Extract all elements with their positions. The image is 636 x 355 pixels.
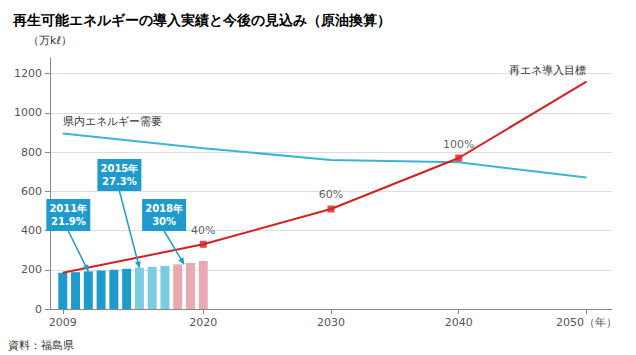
svg-text:2018年: 2018年 xyxy=(145,203,183,214)
svg-text:200: 200 xyxy=(21,263,42,276)
svg-text:40%: 40% xyxy=(191,224,215,237)
svg-text:21.9%: 21.9% xyxy=(51,216,86,227)
svg-text:再生可能エネルギーの導入実績と今後の見込み（原油換算）: 再生可能エネルギーの導入実績と今後の見込み（原油換算） xyxy=(12,12,391,28)
svg-text:2009: 2009 xyxy=(49,316,77,329)
svg-text:30%: 30% xyxy=(152,216,176,227)
svg-text:2030: 2030 xyxy=(317,316,345,329)
svg-text:2050（年）: 2050（年） xyxy=(556,316,617,329)
svg-text:0: 0 xyxy=(35,303,42,316)
svg-text:60%: 60% xyxy=(319,188,343,201)
svg-text:1000: 1000 xyxy=(14,106,42,119)
svg-text:600: 600 xyxy=(21,185,42,198)
svg-text:再エネ導入目標: 再エネ導入目標 xyxy=(509,64,586,77)
svg-text:資料：福島県: 資料：福島県 xyxy=(8,339,74,352)
svg-text:県内エネルギー需要: 県内エネルギー需要 xyxy=(63,115,162,128)
svg-text:1200: 1200 xyxy=(14,67,42,80)
svg-text:（万kℓ）: （万kℓ） xyxy=(28,34,72,47)
svg-text:400: 400 xyxy=(21,224,42,237)
svg-text:2011年: 2011年 xyxy=(49,203,87,214)
svg-text:100%: 100% xyxy=(443,138,474,151)
svg-text:800: 800 xyxy=(21,146,42,159)
svg-text:27.3%: 27.3% xyxy=(102,176,137,187)
svg-text:2020: 2020 xyxy=(189,316,217,329)
svg-text:2040: 2040 xyxy=(445,316,473,329)
svg-text:2015年: 2015年 xyxy=(100,163,138,174)
